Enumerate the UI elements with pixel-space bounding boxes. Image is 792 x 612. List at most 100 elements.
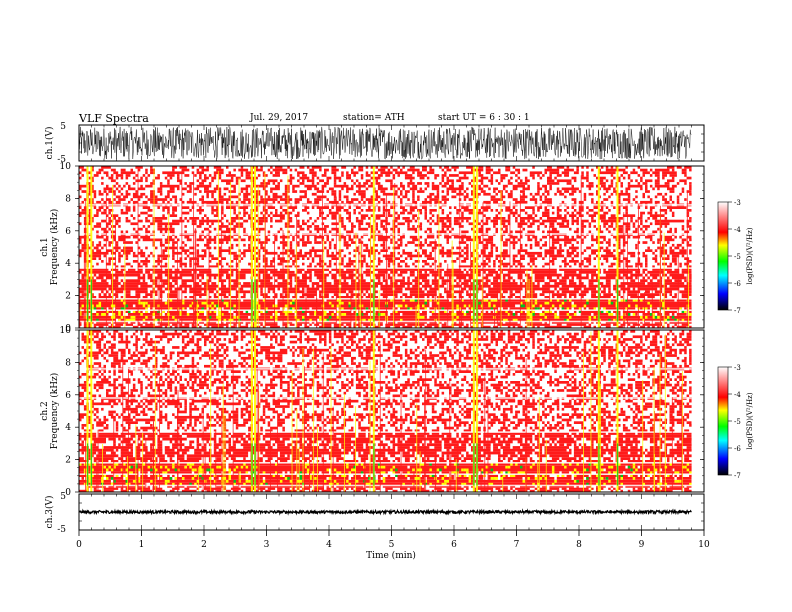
spectrogram-cell (338, 471, 342, 475)
spectrogram-cell (605, 241, 611, 244)
spectrogram-cell (262, 298, 266, 302)
spectrogram-cell (488, 454, 491, 458)
spectrogram-cell (390, 468, 393, 472)
spectrogram-cell (424, 325, 432, 328)
spectrogram-cell (422, 460, 437, 463)
spectrogram-cell (674, 479, 677, 483)
spectrogram-cell (669, 474, 672, 477)
spectrogram-cell (495, 254, 511, 258)
spectrogram-cell (429, 298, 432, 302)
spectrogram-cell (390, 440, 396, 444)
spectrogram-cell (311, 257, 315, 260)
spectrogram-cell (676, 479, 680, 483)
spectrogram-cell (515, 230, 523, 234)
spectrogram-cell (306, 227, 310, 231)
spectrogram-cell (226, 200, 229, 204)
spectrogram-cell (681, 241, 685, 244)
spectrogram-cell (145, 179, 148, 183)
spectrogram-cell (279, 454, 285, 458)
spectrogram-cell (243, 214, 246, 217)
spectrogram-cell (654, 487, 660, 490)
spectrogram-cell (306, 198, 310, 201)
spectrogram-cell (424, 282, 430, 285)
spectrogram-cell (669, 293, 672, 296)
spectrogram-cell (265, 323, 278, 326)
spectrogram-cell (79, 287, 106, 291)
spectrogram-cell (240, 179, 246, 183)
spectrogram-cell (140, 176, 143, 180)
spectrogram-cell (600, 451, 606, 455)
spectrogram-cell (667, 187, 675, 191)
spectrogram-cell (588, 457, 592, 460)
spectrogram-cell (196, 209, 204, 212)
spectrogram-cell (272, 241, 276, 244)
spectrogram-cell (321, 287, 371, 291)
spectrogram-cell (132, 227, 136, 231)
spectrogram-streak (177, 238, 178, 328)
spectrogram-cell (537, 443, 545, 447)
spectrogram-cell (561, 219, 570, 223)
spectrogram-cell (613, 471, 616, 475)
spectrogram-streak (459, 193, 461, 328)
spectrogram-cell (230, 219, 236, 223)
spectrogram-cell (400, 184, 405, 188)
spectrogram-cell (79, 298, 163, 302)
spectrogram-cell (500, 477, 503, 480)
spectrogram-cell (524, 290, 528, 294)
spectrogram-cell (155, 315, 249, 319)
ch1-waveform-panel: 5 -5 ch.1(V) (44, 122, 705, 165)
spectrogram-cell (664, 321, 668, 324)
spectrogram-cell (475, 315, 692, 319)
spectrogram-cell (620, 482, 623, 486)
spectrogram-cell (458, 176, 469, 180)
spectrogram-cell (189, 462, 192, 466)
spectrogram-cell (458, 474, 462, 477)
spectrogram-cell (118, 198, 126, 201)
spectrogram-cell (164, 195, 170, 199)
spectrogram-cell (368, 251, 376, 255)
spectrogram-cell (449, 184, 454, 188)
spectrogram-cell (573, 179, 577, 183)
spectrogram-cell (179, 257, 182, 260)
spectrogram-cell (351, 279, 356, 283)
spectrogram-cell (613, 287, 618, 291)
plot-title: VLF Spectra (79, 112, 149, 125)
spectrogram-cell (314, 200, 320, 204)
spectrogram-cell (554, 176, 557, 180)
spectrogram-cell (218, 176, 222, 180)
spectrogram-cell (382, 446, 386, 449)
spectrogram-cell (299, 460, 302, 463)
spectrogram-cell (446, 479, 449, 483)
spectrogram-cell (113, 465, 116, 469)
spectrogram-cell (302, 293, 317, 296)
spectrogram-cell (270, 171, 273, 175)
spectrogram-cell (615, 192, 631, 196)
spectrogram-cell (649, 446, 663, 449)
spectrogram-cell (654, 168, 670, 172)
spectrogram-cell (377, 206, 381, 209)
spectrogram-cell (184, 487, 190, 490)
spectrogram-cell (358, 321, 373, 324)
spectrogram-cell (162, 209, 165, 212)
spectrogram-cell (319, 211, 324, 215)
spectrogram-cell (453, 217, 472, 220)
spectrogram-cell (137, 198, 141, 201)
spectrogram-cell (355, 246, 359, 250)
spectrogram-cell (341, 313, 344, 316)
spectrogram-cell (333, 282, 349, 285)
spectrogram-cell (279, 260, 290, 263)
spectrogram-cell (208, 174, 212, 177)
spectrogram-cell (377, 168, 386, 172)
spectrogram-cell (517, 176, 521, 180)
spectrogram-cell (417, 273, 430, 277)
spectrogram-cell (287, 179, 293, 183)
spectrogram-cell (605, 166, 609, 169)
spectrogram-cell (181, 200, 185, 204)
spectrogram-cell (233, 211, 236, 215)
spectrogram-cell (630, 474, 638, 477)
spectrogram-cell (348, 219, 351, 223)
spectrogram-cell (145, 217, 148, 220)
spectrogram-cell (512, 474, 516, 477)
spectrogram-cell (662, 257, 670, 260)
spectrogram-cell (493, 225, 496, 228)
